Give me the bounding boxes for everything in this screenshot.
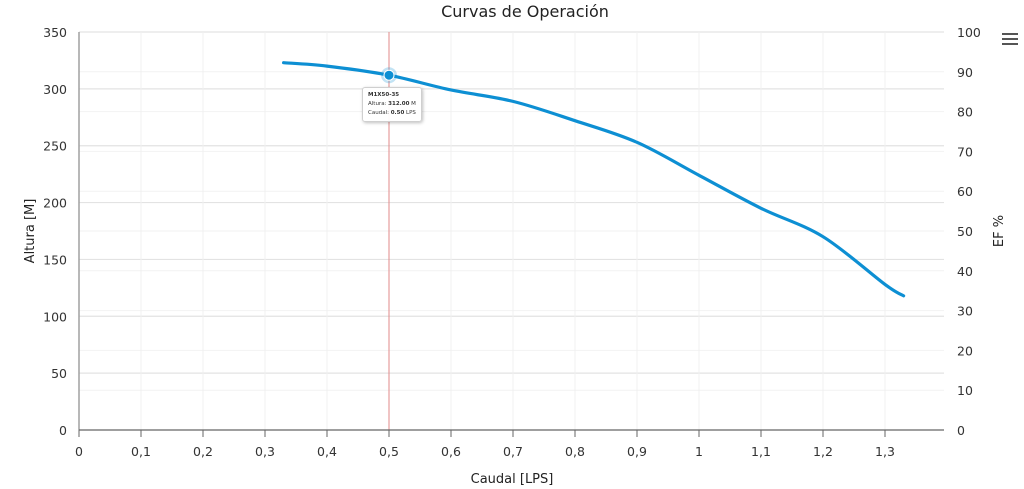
right-y-tick-label: 20 xyxy=(957,343,973,358)
left-y-tick-label: 300 xyxy=(43,82,67,97)
hamburger-menu-icon xyxy=(1000,33,1020,45)
x-tick-label: 0,8 xyxy=(565,444,585,459)
x-tick-label: 1,3 xyxy=(875,444,895,459)
x-tick-label: 1 xyxy=(695,444,703,459)
chart-title: Curvas de Operación xyxy=(441,2,609,21)
tooltip-altura-unit: M xyxy=(411,101,416,107)
right-y-tick-label: 90 xyxy=(957,65,973,80)
chart-context-menu-button[interactable] xyxy=(1000,30,1020,50)
x-tick-label: 0,9 xyxy=(627,444,647,459)
x-tick-label: 0,4 xyxy=(317,444,337,459)
left-y-tick-label: 250 xyxy=(43,139,67,154)
x-tick-label: 1,2 xyxy=(813,444,833,459)
x-tick-label: 0 xyxy=(75,444,83,459)
tooltip-caudal-unit: LPS xyxy=(406,110,416,116)
left-y-axis-title: Altura [M] xyxy=(23,199,38,264)
right-y-tick-label: 60 xyxy=(957,184,973,199)
right-y-tick-label: 80 xyxy=(957,105,973,120)
x-axis-ticks: 0 0,1 0,2 0,3 0,4 0,5 0,6 0,7 0,8 0,9 1 1,1 1,2 1,3 xyxy=(75,430,895,459)
x-tick-label: 0,5 xyxy=(379,444,399,459)
x-tick-label: 0,3 xyxy=(255,444,275,459)
left-y-tick-label: 50 xyxy=(51,366,67,381)
x-tick-label: 0,2 xyxy=(193,444,213,459)
right-y-tick-label: 50 xyxy=(957,224,973,239)
right-y-tick-label: 40 xyxy=(957,264,973,279)
x-tick-label: 0,6 xyxy=(441,444,461,459)
left-y-tick-label: 100 xyxy=(43,309,67,324)
right-y-axis-ticks: 0 10 20 30 40 50 60 70 80 90 100 xyxy=(936,25,981,438)
right-y-axis-title: EF % xyxy=(992,215,1007,247)
right-y-tick-label: 70 xyxy=(957,144,973,159)
left-y-tick-label: 150 xyxy=(43,252,67,267)
left-y-tick-label: 0 xyxy=(59,423,67,438)
tooltip-caudal-value: 0.50 xyxy=(390,110,405,116)
right-y-tick-label: 100 xyxy=(957,25,981,40)
right-axis-gridlines xyxy=(79,31,944,391)
left-axis-gridlines xyxy=(79,31,944,374)
tooltip-altura-row: Altura: 312.00 M xyxy=(368,100,416,109)
tooltip-altura-value: 312.00 xyxy=(388,101,410,107)
left-y-axis-ticks: 0 50 100 150 200 250 300 350 xyxy=(43,25,67,438)
x-axis-title: Caudal [LPS] xyxy=(471,472,554,487)
x-tick-label: 0,7 xyxy=(503,444,523,459)
right-y-tick-label: 0 xyxy=(957,423,965,438)
x-tick-label: 1,1 xyxy=(751,444,771,459)
left-y-tick-label: 200 xyxy=(43,196,67,211)
tooltip-series-name: M1X50-35 xyxy=(368,92,400,98)
highlighted-data-point[interactable] xyxy=(383,69,395,81)
data-point-tooltip: M1X50-35 Altura: 312.00 M Caudal: 0.50 L… xyxy=(362,87,422,122)
tooltip-altura-label: Altura: xyxy=(368,101,387,107)
right-y-tick-label: 10 xyxy=(957,383,973,398)
tooltip-caudal-row: Caudal: 0.50 LPS xyxy=(368,109,416,118)
tooltip-caudal-label: Caudal: xyxy=(368,110,389,116)
x-tick-label: 0,1 xyxy=(131,444,151,459)
right-y-tick-label: 30 xyxy=(957,304,973,319)
left-y-tick-label: 350 xyxy=(43,25,67,40)
